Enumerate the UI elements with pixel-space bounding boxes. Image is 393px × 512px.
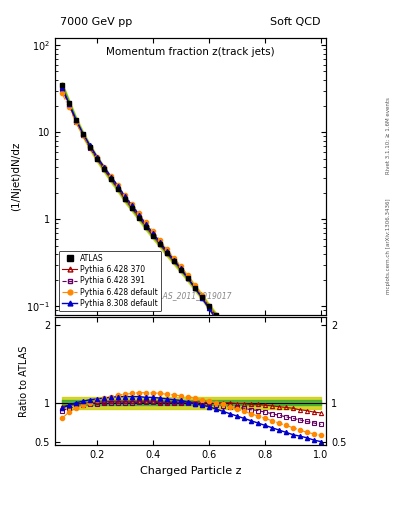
Text: Momentum fraction z(track jets): Momentum fraction z(track jets): [106, 47, 275, 57]
Text: Soft QCD: Soft QCD: [270, 17, 321, 27]
Text: 7000 GeV pp: 7000 GeV pp: [61, 17, 133, 27]
Text: Rivet 3.1.10; ≥ 1.6M events: Rivet 3.1.10; ≥ 1.6M events: [386, 97, 391, 174]
Legend: ATLAS, Pythia 6.428 370, Pythia 6.428 391, Pythia 6.428 default, Pythia 8.308 de: ATLAS, Pythia 6.428 370, Pythia 6.428 39…: [59, 251, 161, 311]
Text: mcplots.cern.ch [arXiv:1306.3436]: mcplots.cern.ch [arXiv:1306.3436]: [386, 198, 391, 293]
Text: ATLAS_2011_I919017: ATLAS_2011_I919017: [149, 291, 232, 300]
X-axis label: Charged Particle z: Charged Particle z: [140, 466, 241, 476]
Y-axis label: Ratio to ATLAS: Ratio to ATLAS: [19, 346, 29, 417]
Y-axis label: (1/Njet)dN/dz: (1/Njet)dN/dz: [11, 142, 21, 211]
